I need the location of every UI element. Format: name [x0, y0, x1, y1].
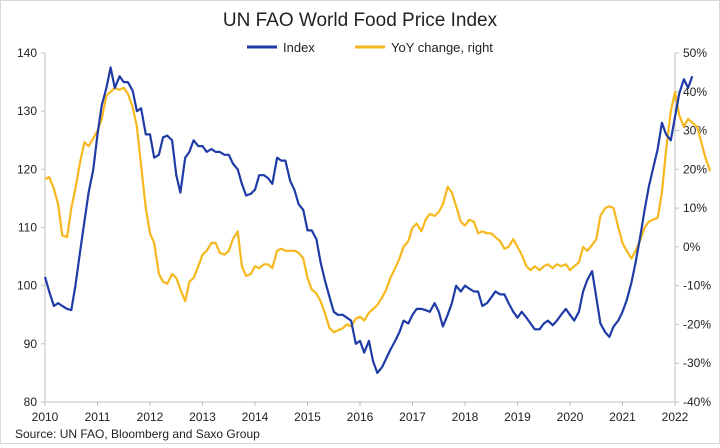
axes: 80 90 100 110 120 130 140 -40% -30% -20% -10% 0% 10%… — [17, 46, 711, 424]
legend-yoy-label: YoY change, right — [391, 40, 493, 55]
y-left-tick-label: 100 — [17, 279, 37, 293]
x-tick-label: 2021 — [609, 410, 636, 424]
legend: Index YoY change, right — [247, 40, 493, 55]
x-tick-label: 2010 — [32, 410, 59, 424]
y-right-tick-label: 20% — [683, 162, 707, 176]
y-right-tick-label: 0% — [683, 240, 701, 254]
series-lines — [43, 66, 712, 374]
chart-title: UN FAO World Food Price Index — [223, 10, 498, 31]
y-right-tick-label: 50% — [683, 46, 707, 60]
series-index-line — [43, 66, 694, 374]
x-tick-label: 2019 — [504, 410, 531, 424]
y-right-tick-label: -10% — [683, 279, 711, 293]
x-tick-label: 2016 — [347, 410, 374, 424]
y-right-tick-label: 30% — [683, 124, 707, 138]
x-tick-label: 2013 — [189, 410, 216, 424]
y-left-tick-label: 130 — [17, 104, 37, 118]
y-right-tick-label: -20% — [683, 317, 711, 331]
source-note: Source: UN FAO, Bloomberg and Saxo Group — [15, 427, 260, 441]
y-left-tick-label: 110 — [18, 221, 37, 235]
y-left-tick-label: 140 — [17, 46, 37, 60]
x-tick-label: 2015 — [294, 410, 321, 424]
y-right-tick-label: 10% — [683, 201, 707, 215]
x-tick-label: 2022 — [662, 410, 689, 424]
y-left-tick-label: 80 — [24, 395, 38, 409]
legend-index-label: Index — [283, 40, 315, 55]
x-tick-label: 2020 — [557, 410, 584, 424]
y-left-tick-label: 90 — [24, 337, 38, 351]
y-left-tick-label: 120 — [17, 162, 37, 176]
y-right-tick-label: -30% — [683, 356, 711, 370]
series-yoy-line — [44, 86, 712, 334]
x-tick-label: 2014 — [242, 410, 269, 424]
x-tick-label: 2012 — [137, 410, 164, 424]
x-tick-label: 2017 — [399, 410, 426, 424]
x-tick-label: 2011 — [85, 410, 111, 424]
y-right-tick-label: -40% — [683, 395, 711, 409]
x-tick-label: 2018 — [452, 410, 479, 424]
